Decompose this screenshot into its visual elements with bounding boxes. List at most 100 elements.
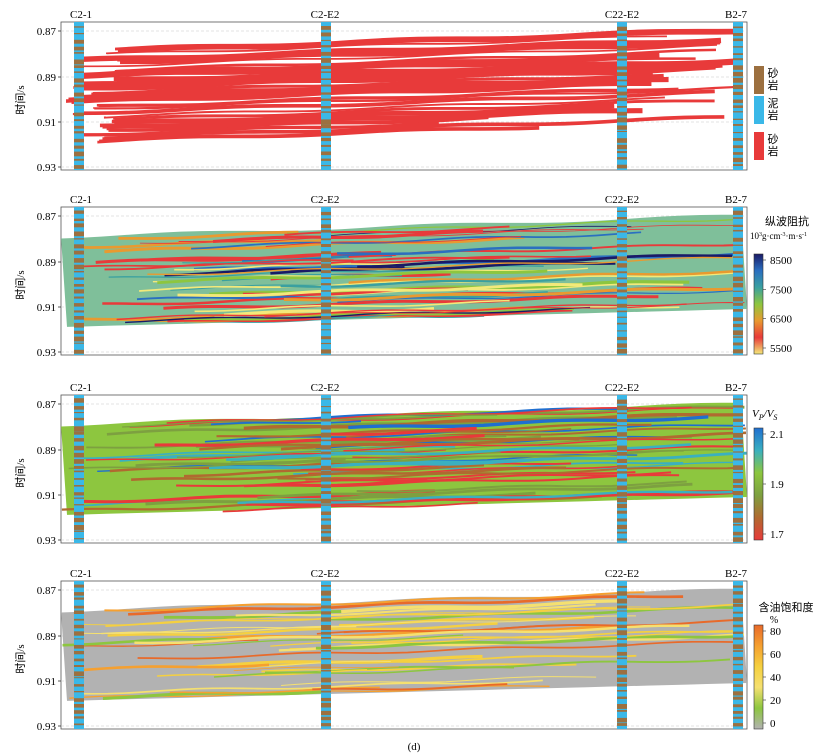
attribute-streak (134, 624, 690, 645)
time-tick-label: 0.89 (37, 445, 57, 457)
sand-interval (733, 164, 743, 166)
sand-interval (617, 91, 627, 96)
legend-label: 泥 (768, 97, 779, 110)
sand-interval (74, 125, 84, 129)
sand-interval (74, 470, 84, 473)
sand-interval (74, 517, 84, 523)
sand-interval (617, 250, 627, 253)
attribute-streak (169, 686, 380, 694)
sand-interval (321, 238, 331, 241)
attribute-streak (337, 246, 593, 256)
sand-interval (733, 478, 743, 484)
well-column (321, 581, 331, 729)
sand-interval (617, 72, 627, 76)
sand-interval (733, 53, 743, 55)
attribute-streak (357, 254, 733, 269)
attribute-streak (233, 666, 399, 672)
sand-interval (733, 282, 743, 288)
sand-interval (733, 256, 743, 258)
sand-interval (321, 411, 331, 414)
attribute-streak (176, 443, 627, 458)
sand-interval (74, 46, 84, 51)
sand-interval (617, 66, 627, 70)
sand-interval (733, 132, 743, 134)
sand-interval (74, 322, 84, 328)
sand-interval (733, 157, 743, 163)
attribute-streak (177, 283, 583, 298)
sand-interval (74, 284, 84, 287)
sand-interval (74, 398, 84, 403)
sand-interval (321, 277, 331, 279)
sand-interval (74, 417, 84, 421)
sand-interval (733, 33, 743, 36)
sand-layer (96, 87, 679, 108)
sand-interval (733, 663, 743, 666)
attribute-streak (194, 299, 510, 313)
sand-interval (733, 432, 743, 438)
colorbar-tick-label: 1.9 (770, 479, 784, 491)
sand-interval (617, 452, 627, 456)
sand-interval (74, 438, 84, 442)
sand-interval (74, 426, 84, 432)
attribute-streak (104, 591, 645, 612)
sand-interval (617, 624, 627, 628)
sand-interval (733, 591, 743, 595)
colorbar-tick-label: 0 (770, 718, 776, 730)
mud-interval (74, 395, 84, 543)
mud-interval (321, 581, 331, 729)
sand-interval (617, 138, 627, 143)
sand-layer (106, 115, 489, 132)
attribute-streak (73, 663, 270, 672)
sand-interval (733, 138, 743, 141)
sand-interval (617, 58, 627, 61)
sand-interval (74, 131, 84, 134)
attribute-streak (210, 420, 362, 426)
sand-interval (74, 158, 84, 161)
sand-interval (617, 405, 627, 411)
attribute-streak (315, 635, 736, 650)
sand-interval (321, 111, 331, 113)
sand-layer (69, 81, 652, 105)
sand-interval (617, 85, 627, 88)
sand-interval (617, 598, 627, 604)
sand-interval (617, 591, 627, 596)
attribute-streak (131, 466, 567, 481)
well-column (74, 207, 84, 355)
sand-interval (321, 211, 331, 216)
sand-interval (321, 45, 331, 48)
sand-interval (617, 585, 627, 588)
well-label: C22-E2 (605, 568, 639, 580)
sand-interval (733, 491, 743, 496)
sand-interval (733, 656, 743, 661)
well-column (74, 22, 84, 170)
attribute-streak (281, 676, 597, 686)
attribute-streak (348, 269, 739, 284)
sand-interval (617, 230, 627, 233)
sand-interval (733, 91, 743, 95)
sand-interval (617, 677, 627, 682)
attribute-streak (283, 287, 734, 302)
attribute-streak (222, 501, 478, 513)
sand-interval (733, 276, 743, 282)
sand-interval (733, 270, 743, 273)
sand-interval (733, 691, 743, 696)
sand-interval (617, 538, 627, 541)
sand-interval (321, 650, 331, 652)
sand-interval (74, 638, 84, 640)
sand-interval (321, 445, 331, 450)
y-axis-label: 时间/s (14, 644, 27, 673)
well-label: C22-E2 (605, 382, 639, 394)
sand-interval (321, 611, 331, 615)
sand-interval (321, 585, 331, 587)
sand-interval (733, 670, 743, 674)
attribute-streak (137, 640, 738, 660)
sand-interval (74, 412, 84, 414)
attribute-streak (270, 630, 736, 647)
sand-interval (74, 270, 84, 273)
section-content (66, 28, 738, 144)
sand-interval (321, 323, 331, 325)
sand-interval (321, 702, 331, 708)
sand-interval (321, 605, 331, 609)
sand-interval (74, 65, 84, 68)
sand-interval (617, 503, 627, 509)
